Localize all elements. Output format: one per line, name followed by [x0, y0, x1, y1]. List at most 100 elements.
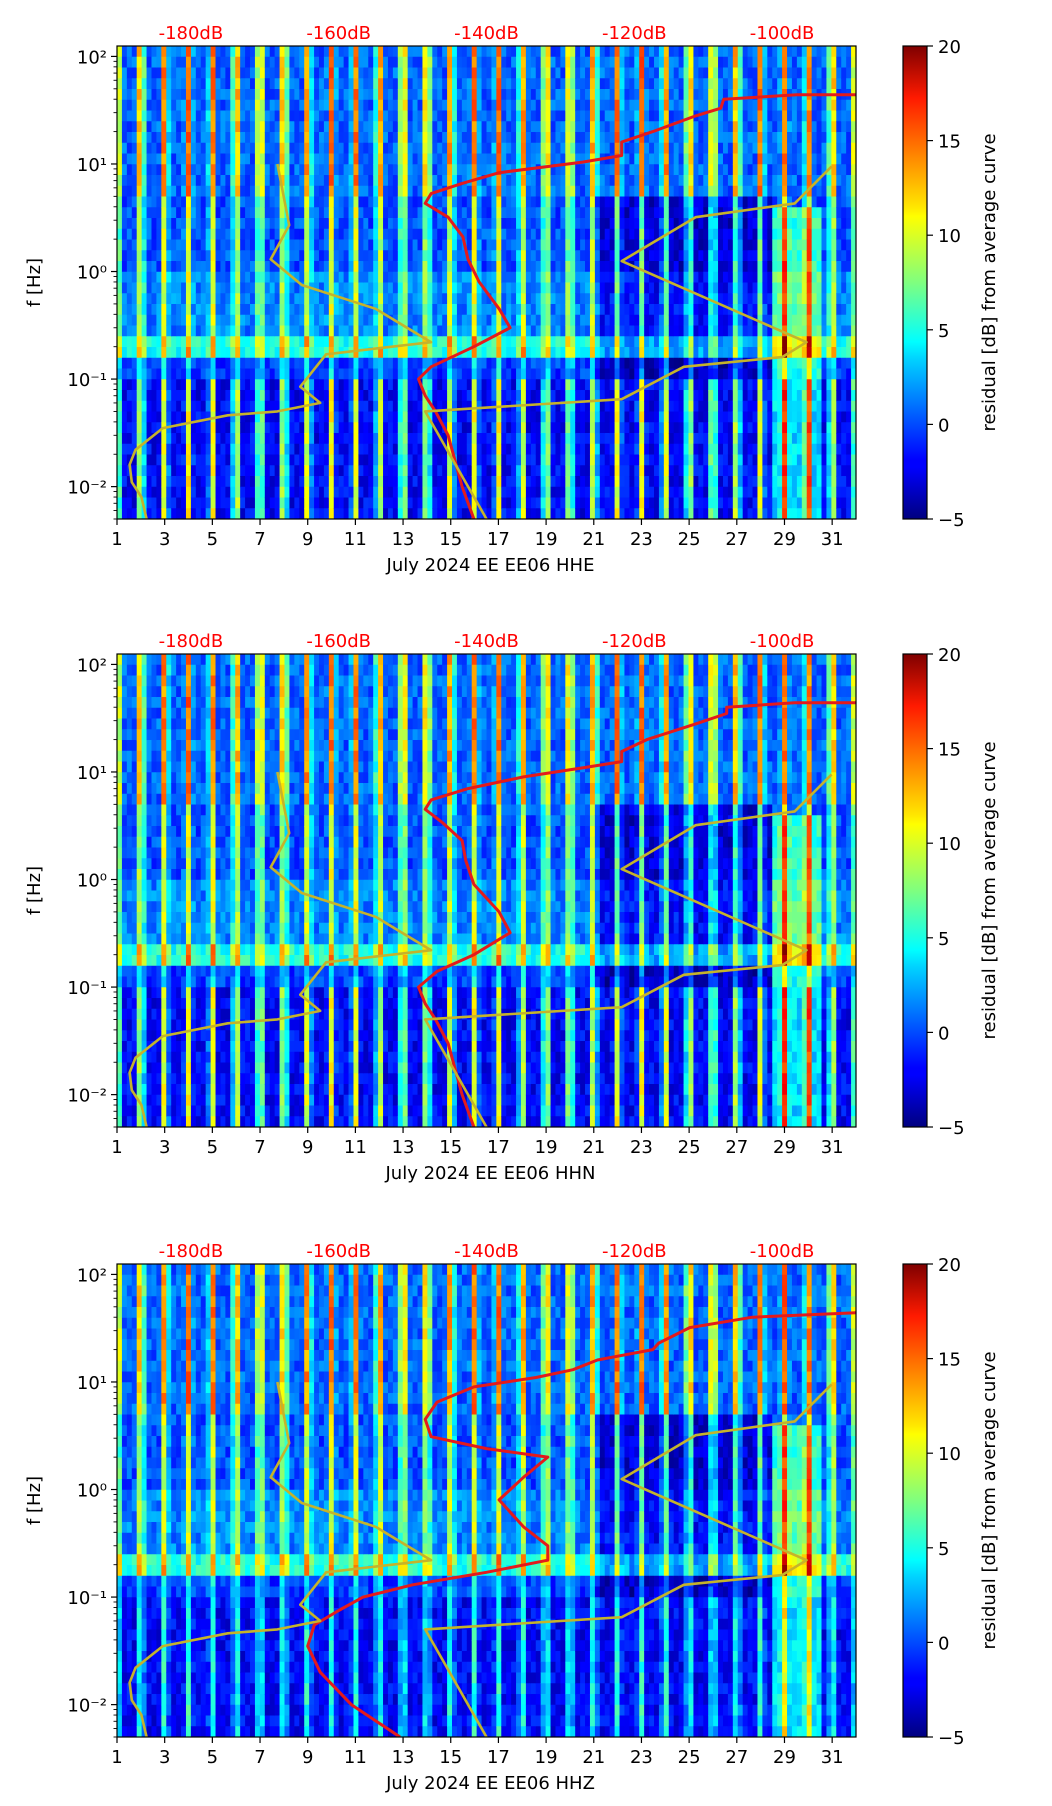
colorbar-tick-label: 20 [938, 1255, 961, 1276]
db-axis-label: -100dB [750, 1241, 815, 1262]
colorbar-tick-label: 0 [938, 415, 949, 436]
plot-frame [116, 45, 857, 520]
x-tick-label: 31 [821, 1747, 844, 1768]
x-tick-label: 25 [678, 1137, 701, 1158]
y-tick-label: 10⁻¹ [67, 370, 107, 391]
db-axis-label: -160dB [306, 631, 371, 652]
y-tick-label: 10² [77, 655, 107, 676]
noise-model-curve [128, 771, 433, 1127]
colorbar-tick-label: 10 [938, 1444, 961, 1465]
x-tick-label: 11 [344, 1747, 367, 1768]
y-axis-label: f [Hz] [24, 258, 45, 307]
colorbar-tick-label: 15 [938, 740, 961, 761]
y-tick-label: 10⁰ [77, 1481, 107, 1502]
x-tick-label: 13 [392, 529, 415, 550]
y-tick-label: 10⁻¹ [67, 978, 107, 999]
x-tick-label: 23 [630, 1137, 653, 1158]
x-tick-label: 21 [582, 1137, 605, 1158]
db-axis-label: -140dB [454, 1241, 519, 1262]
x-tick-label: 3 [159, 1747, 170, 1768]
db-axis-label: -180dB [159, 1241, 224, 1262]
x-tick-label: 31 [821, 1137, 844, 1158]
x-tick-label: 13 [392, 1747, 415, 1768]
x-tick-label: 29 [773, 1137, 796, 1158]
x-tick-label: 11 [344, 1137, 367, 1158]
x-tick-label: 25 [678, 1747, 701, 1768]
noise-model-curve [423, 1383, 833, 1737]
panel-3: 1 3 5 7 9 11 13 15 17 19 21 23 25 27 29 3110⁻²10⁻¹10⁰10… [24, 1241, 1000, 1794]
colorbar-label: residual [dB] from average curve [979, 741, 1000, 1039]
colorbar [902, 1263, 928, 1738]
colorbar-tick-label: 10 [938, 834, 961, 855]
x-tick-label: 1 [111, 1137, 122, 1158]
x-tick-label: 3 [159, 529, 170, 550]
x-axis-label: July 2024 EE EE06 HHZ [385, 1773, 595, 1794]
x-tick-label: 5 [207, 1137, 218, 1158]
y-tick-label: 10⁻² [67, 1086, 107, 1107]
db-axis-label: -140dB [454, 631, 519, 652]
y-tick-label: 10⁰ [77, 263, 107, 284]
y-tick-label: 10⁰ [77, 871, 107, 892]
colorbar-tick-label: −5 [938, 510, 965, 531]
y-tick-label: 10¹ [77, 763, 107, 784]
x-tick-label: 17 [487, 529, 510, 550]
noise-model-curve [128, 1381, 433, 1737]
x-tick-label: 19 [535, 1137, 558, 1158]
plot-frame [116, 653, 857, 1128]
x-tick-label: 9 [302, 1747, 313, 1768]
y-tick-label: 10⁻² [67, 478, 107, 499]
colorbar-label: residual [dB] from average curve [979, 1351, 1000, 1649]
x-tick-label: 5 [207, 529, 218, 550]
median-curve [417, 93, 856, 519]
x-tick-label: 15 [439, 529, 462, 550]
x-tick-label: 7 [254, 529, 265, 550]
y-axis-label: f [Hz] [24, 1476, 45, 1525]
colorbar-tick-label: 5 [938, 929, 949, 950]
y-tick-label: 10⁻² [67, 1696, 107, 1717]
x-tick-label: 27 [725, 529, 748, 550]
colorbar-tick-label: −5 [938, 1118, 965, 1139]
colorbar-tick-label: 15 [938, 1350, 961, 1371]
colorbar-tick-label: −5 [938, 1728, 965, 1749]
db-axis-label: -180dB [159, 631, 224, 652]
db-axis-label: -120dB [602, 23, 667, 44]
x-tick-label: 23 [630, 1747, 653, 1768]
noise-model-curve [423, 773, 833, 1127]
x-tick-label: 7 [254, 1137, 265, 1158]
plot-frame [116, 1263, 857, 1738]
y-tick-label: 10¹ [77, 1373, 107, 1394]
x-tick-label: 15 [439, 1137, 462, 1158]
x-tick-label: 1 [111, 529, 122, 550]
x-tick-label: 5 [207, 1747, 218, 1768]
db-axis-label: -160dB [306, 23, 371, 44]
median-curve [306, 1311, 856, 1737]
y-axis-label: f [Hz] [24, 866, 45, 915]
panel-1: 1 3 5 7 9 11 13 15 17 19 21 23 25 27 29 3110⁻²10⁻¹10⁰10… [24, 23, 1000, 576]
x-tick-label: 1 [111, 1747, 122, 1768]
x-tick-label: 17 [487, 1137, 510, 1158]
x-tick-label: 21 [582, 529, 605, 550]
colorbar-tick-label: 5 [938, 321, 949, 342]
db-axis-label: -100dB [750, 23, 815, 44]
x-tick-label: 11 [344, 529, 367, 550]
x-axis-label: July 2024 EE EE06 HHE [386, 555, 595, 576]
x-tick-label: 27 [725, 1137, 748, 1158]
x-axis-label: July 2024 EE EE06 HHN [385, 1163, 596, 1184]
x-tick-label: 15 [439, 1747, 462, 1768]
x-tick-label: 3 [159, 1137, 170, 1158]
x-tick-label: 23 [630, 529, 653, 550]
x-tick-label: 27 [725, 1747, 748, 1768]
x-tick-label: 7 [254, 1747, 265, 1768]
x-tick-label: 19 [535, 1747, 558, 1768]
x-tick-label: 9 [302, 529, 313, 550]
x-tick-label: 31 [821, 529, 844, 550]
colorbar-tick-label: 0 [938, 1633, 949, 1654]
heatmap [117, 1264, 856, 1737]
colorbar-tick-label: 20 [938, 645, 961, 666]
panel-2: 1 3 5 7 9 11 13 15 17 19 21 23 25 27 29 3110⁻²10⁻¹10⁰10… [24, 631, 1000, 1184]
x-tick-label: 9 [302, 1137, 313, 1158]
heatmap [117, 46, 856, 519]
noise-model-curve [128, 163, 433, 519]
x-tick-label: 29 [773, 529, 796, 550]
